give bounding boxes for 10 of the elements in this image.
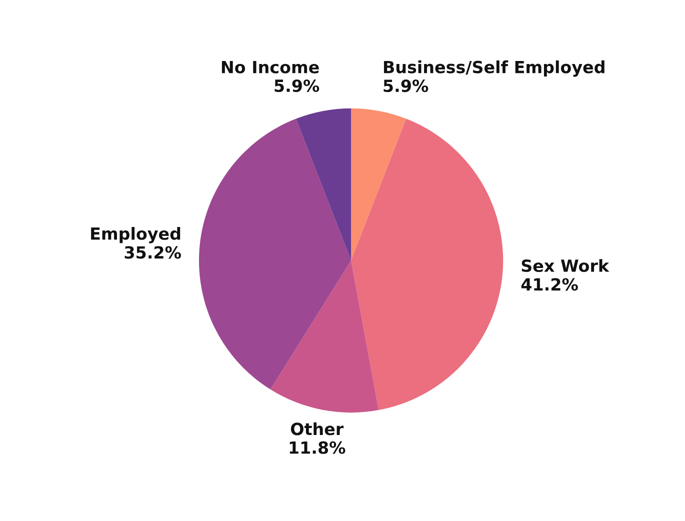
- data-label: 41.2%: [521, 278, 578, 291]
- data-label: 35.2%: [124, 246, 181, 259]
- slice-label: Employed: [91, 227, 180, 244]
- data-label: 11.8%: [290, 441, 346, 454]
- data-label: 5.9%: [384, 80, 428, 92]
- slice-label: Sex Work: [522, 259, 610, 272]
- slice-label: Other: [290, 422, 344, 436]
- slice-label: No Income: [222, 61, 319, 74]
- slice-label: Business/Self Employed: [384, 60, 604, 77]
- data-label: 5.9%: [274, 79, 320, 92]
